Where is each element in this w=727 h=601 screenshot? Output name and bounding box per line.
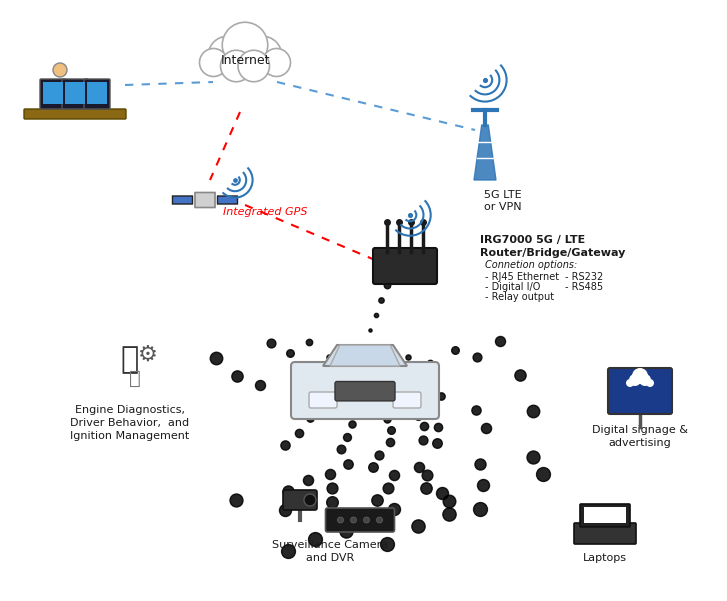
Text: IRG7000 5G / LTE
Router/Bridge/Gateway: IRG7000 5G / LTE Router/Bridge/Gateway — [480, 235, 625, 258]
Text: - RJ45 Ethernet: - RJ45 Ethernet — [485, 272, 559, 282]
Circle shape — [244, 36, 282, 75]
Text: - Relay output: - Relay output — [485, 292, 554, 302]
Text: ⚙: ⚙ — [138, 345, 158, 365]
FancyBboxPatch shape — [580, 504, 630, 527]
FancyBboxPatch shape — [195, 192, 215, 207]
FancyBboxPatch shape — [283, 490, 317, 510]
Text: - RS232: - RS232 — [565, 272, 603, 282]
FancyBboxPatch shape — [43, 82, 63, 104]
Polygon shape — [330, 345, 400, 366]
FancyBboxPatch shape — [65, 82, 85, 104]
Circle shape — [53, 63, 67, 77]
Circle shape — [646, 379, 654, 387]
Text: - RS485: - RS485 — [565, 282, 603, 292]
Text: Surveillance Camera
and DVR: Surveillance Camera and DVR — [272, 540, 388, 563]
Circle shape — [364, 517, 369, 523]
Text: 🔧: 🔧 — [121, 346, 139, 374]
FancyBboxPatch shape — [574, 523, 636, 544]
Text: Laptops: Laptops — [583, 553, 627, 563]
FancyBboxPatch shape — [217, 196, 238, 204]
Text: 5G LTE
or VPN: 5G LTE or VPN — [484, 190, 522, 212]
FancyBboxPatch shape — [373, 248, 437, 284]
Circle shape — [208, 36, 246, 75]
Text: 🔑: 🔑 — [129, 368, 141, 388]
FancyBboxPatch shape — [84, 79, 110, 109]
Text: Internet: Internet — [220, 53, 270, 67]
FancyBboxPatch shape — [40, 79, 66, 109]
Text: Digital signage &
advertising: Digital signage & advertising — [592, 425, 688, 448]
Circle shape — [220, 50, 252, 82]
Circle shape — [632, 368, 648, 384]
Circle shape — [337, 517, 343, 523]
FancyBboxPatch shape — [87, 82, 107, 104]
Circle shape — [626, 379, 634, 387]
FancyBboxPatch shape — [62, 79, 88, 109]
FancyBboxPatch shape — [172, 196, 193, 204]
Circle shape — [377, 517, 382, 523]
Circle shape — [222, 22, 268, 68]
Circle shape — [629, 374, 641, 386]
Text: Connetion options:: Connetion options: — [485, 260, 577, 270]
FancyBboxPatch shape — [335, 382, 395, 401]
Polygon shape — [323, 345, 407, 366]
Text: Integrated GPS: Integrated GPS — [222, 207, 308, 217]
FancyBboxPatch shape — [584, 507, 626, 523]
FancyBboxPatch shape — [291, 362, 439, 419]
Circle shape — [199, 49, 228, 76]
FancyBboxPatch shape — [309, 392, 337, 408]
FancyBboxPatch shape — [608, 368, 672, 414]
FancyBboxPatch shape — [393, 392, 421, 408]
Circle shape — [238, 50, 270, 82]
Text: Engine Diagnostics,
Driver Behavior,  and
Ignition Management: Engine Diagnostics, Driver Behavior, and… — [71, 405, 190, 441]
FancyBboxPatch shape — [326, 508, 395, 532]
Text: - Digital I/O: - Digital I/O — [485, 282, 540, 292]
Circle shape — [304, 494, 316, 506]
Circle shape — [350, 517, 356, 523]
Polygon shape — [474, 125, 496, 180]
FancyBboxPatch shape — [24, 109, 126, 119]
Circle shape — [262, 49, 291, 76]
Circle shape — [639, 374, 651, 386]
